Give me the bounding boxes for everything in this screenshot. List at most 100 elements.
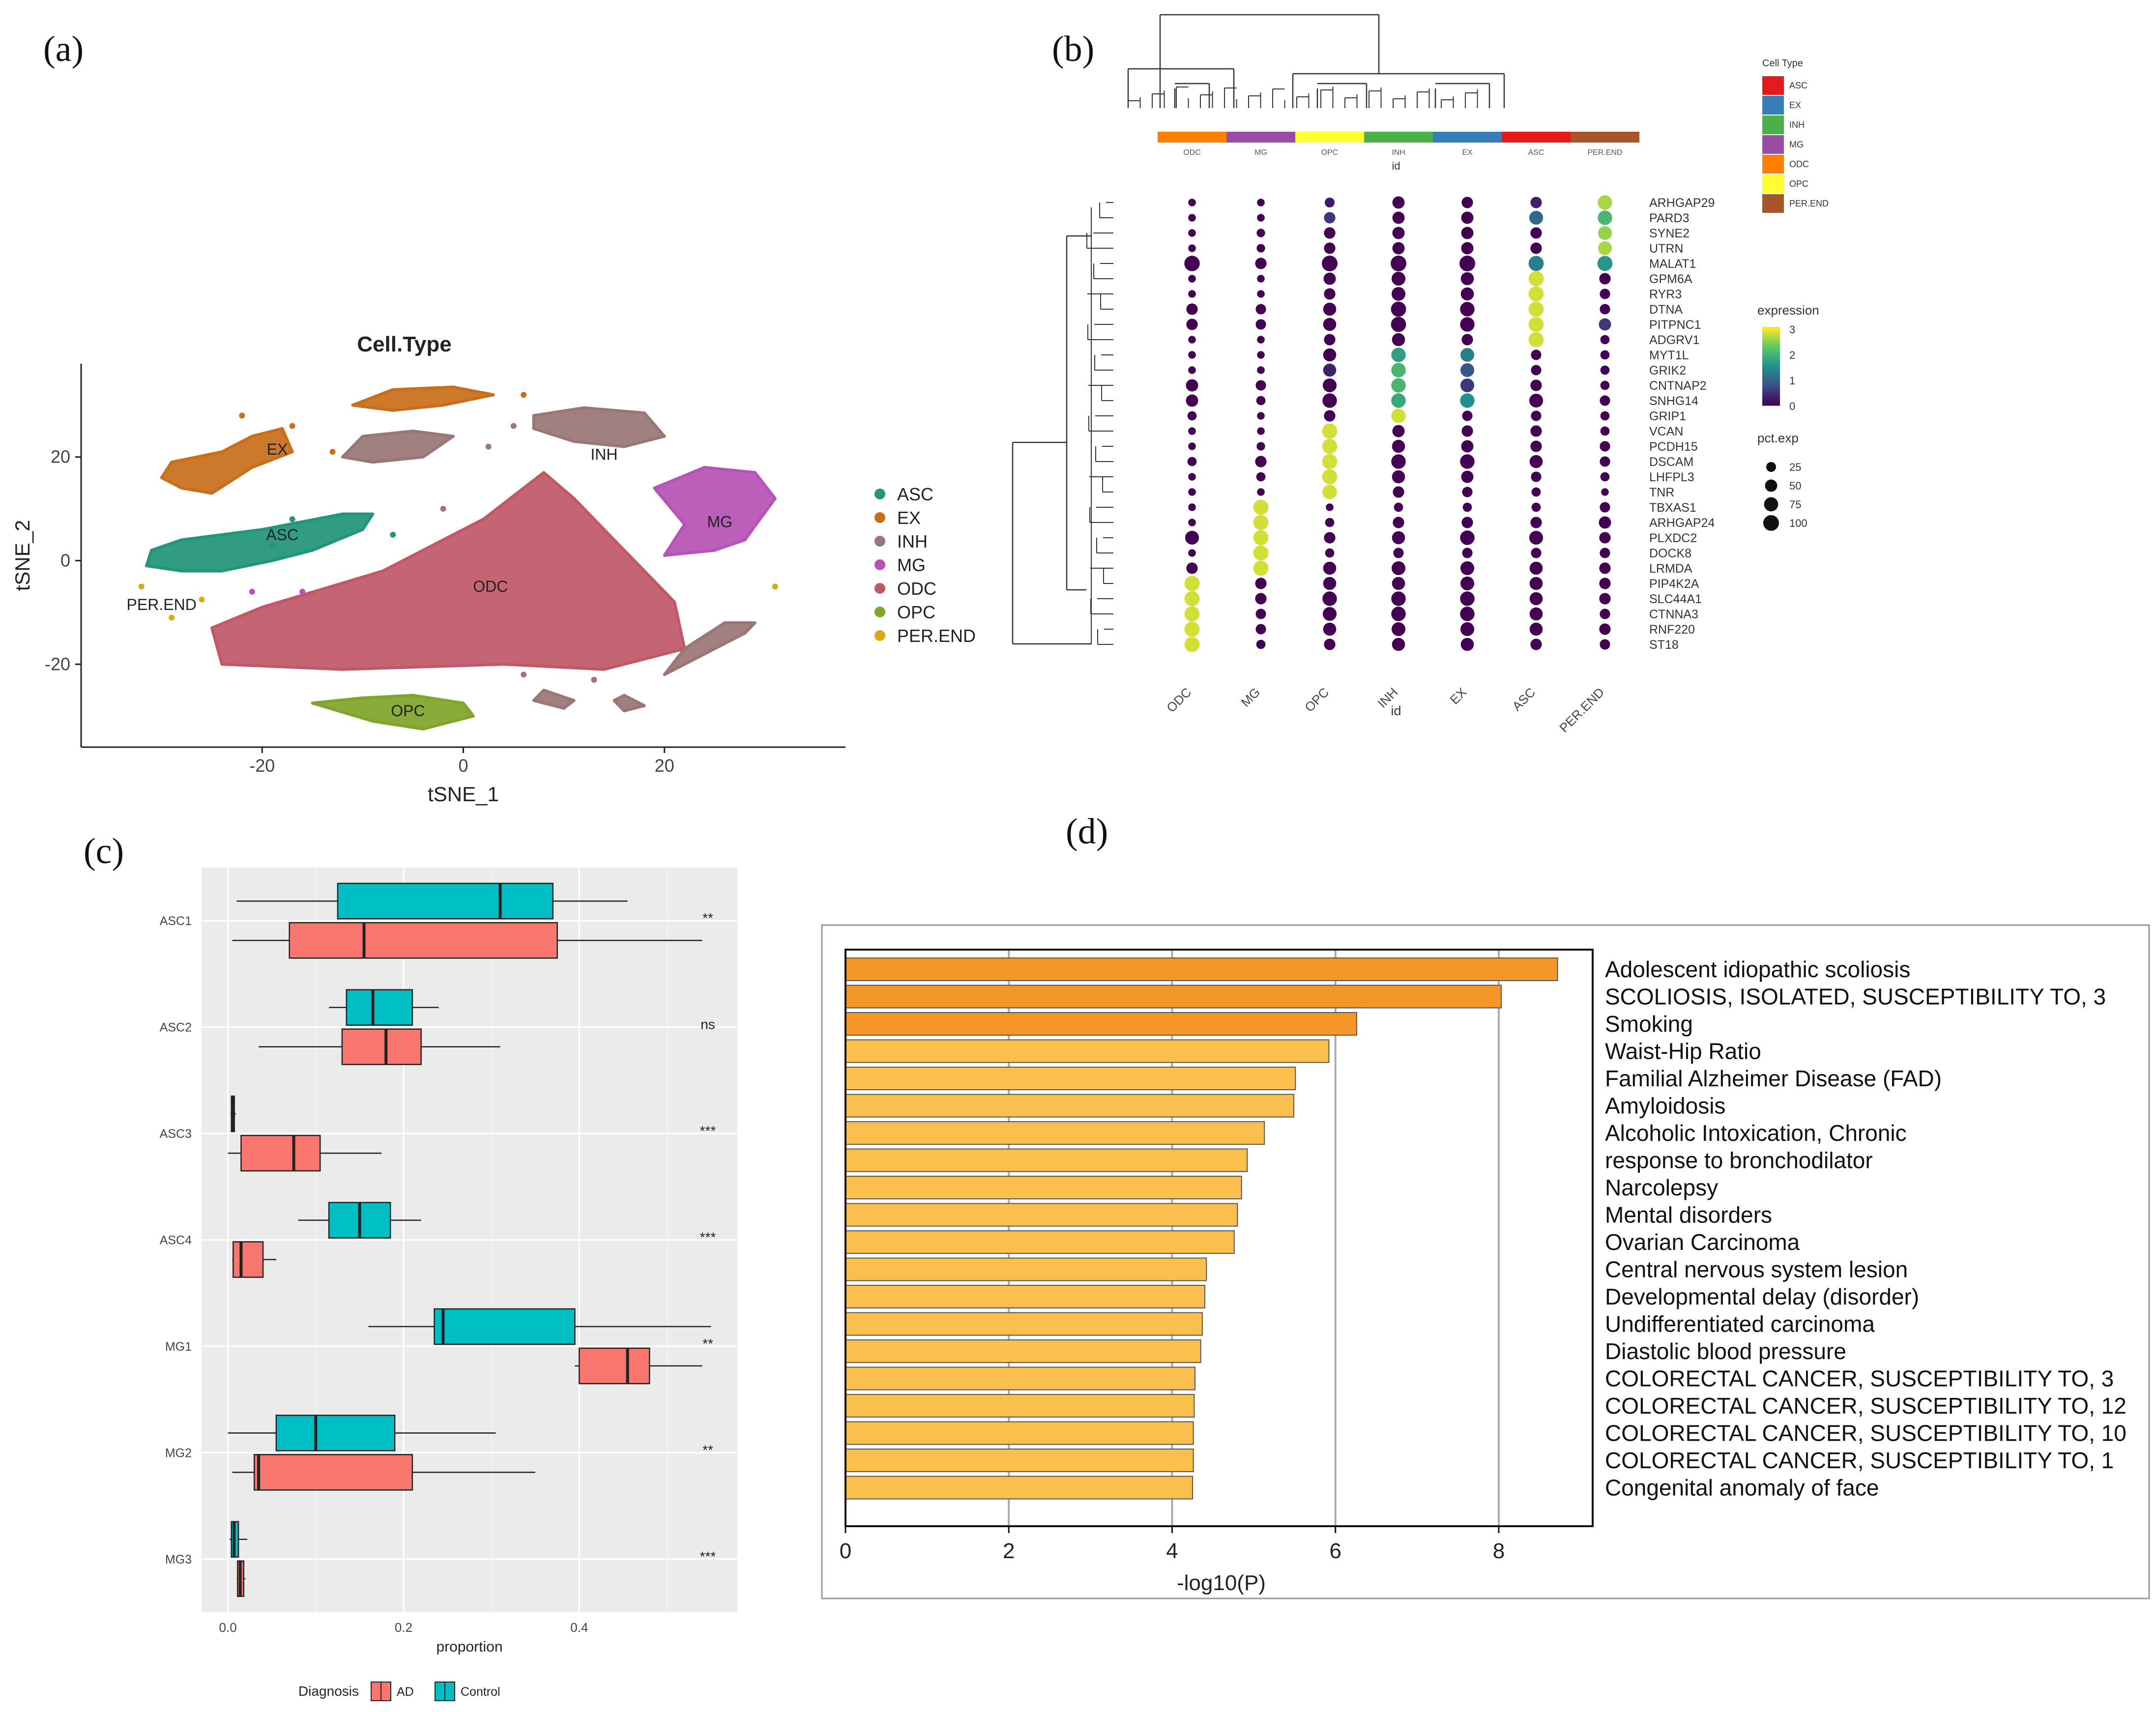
x-tick-label: PER.END — [1556, 685, 1607, 735]
y-tick-label: MG3 — [165, 1553, 192, 1567]
cluster-asc — [145, 512, 375, 573]
dot-snhg14-per-end — [1600, 395, 1610, 406]
dot-pitpnc1-per-end — [1599, 318, 1611, 331]
dot-ryr3-opc — [1324, 288, 1336, 300]
legend-label: EX — [897, 508, 921, 528]
bar-10 — [845, 1203, 1238, 1227]
legend-expression-gradient — [1762, 352, 1780, 355]
dot-dock8-mg — [1253, 545, 1269, 561]
box-ad-mg2 — [253, 1454, 413, 1491]
dot-dscam-per-end — [1600, 456, 1610, 467]
dot-pip4k2a-ex — [1460, 576, 1475, 591]
enrichment-bar-chart: Adolescent idiopathic scoliosisSCOLIOSIS… — [821, 924, 2150, 1599]
bar-1 — [845, 958, 1558, 981]
cluster-speckle — [521, 392, 527, 398]
dot-pip4k2a-asc — [1529, 577, 1543, 590]
dot-arhgap29-per-end — [1598, 195, 1612, 210]
category-label: Developmental delay (disorder) — [1605, 1284, 1919, 1309]
legend-expression-gradient — [1762, 386, 1780, 388]
dot-st18-opc — [1324, 638, 1336, 650]
x-tick-label: 0.0 — [219, 1620, 237, 1635]
x-tick-label: 8 — [1493, 1539, 1505, 1563]
dot-ctnna3-ex — [1460, 607, 1475, 621]
dot-cntnap2-opc — [1322, 378, 1337, 393]
category-label: Amyloidosis — [1605, 1093, 1725, 1119]
dot-grik2-per-end — [1600, 365, 1610, 375]
gene-label: DTNA — [1649, 303, 1683, 317]
x-tick-label: MG — [1238, 685, 1263, 710]
panel-label-a: (a) — [43, 29, 84, 69]
dot-dscam-ex — [1460, 454, 1475, 469]
legend-pct-dot — [1765, 479, 1777, 492]
dot-lrmda-odc — [1186, 562, 1198, 574]
dot-adgrv1-opc — [1324, 334, 1336, 346]
legend-expression-gradient — [1762, 356, 1780, 359]
dot-st18-per-end — [1600, 639, 1610, 650]
dot-dtna-asc — [1528, 301, 1544, 317]
dot-arhgap29-mg — [1257, 199, 1265, 206]
dot-ryr3-per-end — [1600, 289, 1610, 299]
dot-dtna-opc — [1323, 302, 1337, 316]
legend-expression-gradient — [1762, 329, 1780, 331]
legend-expression-gradient — [1762, 384, 1780, 386]
dot-cntnap2-odc — [1186, 379, 1198, 392]
x-tick-label: 0.4 — [570, 1620, 588, 1635]
legend-expression-gradient — [1762, 360, 1780, 363]
dot-tbxas1-opc — [1326, 503, 1334, 511]
dot-malat1-per-end — [1597, 256, 1613, 271]
dot-grip1-asc — [1531, 410, 1542, 421]
bar-17 — [845, 1394, 1195, 1418]
gene-label: CTNNA3 — [1649, 608, 1698, 621]
dot-cntnap2-mg — [1255, 380, 1266, 391]
bar-4 — [845, 1039, 1330, 1063]
legend-expression-gradient — [1762, 368, 1780, 371]
dot-vcan-asc — [1530, 425, 1542, 437]
gene-label: GRIK2 — [1649, 364, 1686, 377]
gene-label: ARHGAP24 — [1649, 516, 1715, 530]
dot-pitpnc1-odc — [1186, 319, 1198, 330]
legend-cell-label: OPC — [1789, 179, 1808, 189]
bar-3 — [845, 1012, 1357, 1036]
cluster-inh — [532, 406, 666, 448]
dot-cntnap2-inh — [1391, 378, 1406, 393]
legend-swatch-mg — [874, 559, 885, 570]
dot-syne2-inh — [1392, 227, 1405, 239]
dot-ryr3-ex — [1460, 287, 1474, 301]
dot-grip1-mg — [1257, 412, 1265, 420]
x-tick-label: ODC — [1164, 685, 1194, 715]
dot-lhfpl3-inh — [1392, 470, 1405, 484]
top-bar-title: id — [1392, 160, 1400, 172]
legend-expression-gradient — [1762, 354, 1780, 357]
dot-gpm6a-mg — [1257, 275, 1265, 283]
gene-label: ADGRV1 — [1649, 333, 1699, 347]
legend-label: OPC — [897, 602, 935, 622]
cluster-speckle — [772, 583, 778, 590]
dot-gpm6a-odc — [1188, 275, 1196, 283]
legend-expression-gradient — [1762, 376, 1780, 378]
cluster-speckle — [269, 542, 275, 548]
x-axis-title: tSNE_1 — [428, 783, 499, 806]
dot-rnf220-inh — [1391, 622, 1406, 637]
dot-grik2-odc — [1188, 366, 1196, 374]
gene-label: GPM6A — [1649, 272, 1692, 286]
dot-rnf220-odc — [1184, 621, 1200, 637]
top-bar-cell — [1295, 132, 1364, 143]
dot-rnf220-per-end — [1599, 623, 1611, 635]
category-label: COLORECTAL CANCER, SUSCEPTIBILITY TO, 3 — [1605, 1366, 2114, 1392]
dot-dtna-inh — [1391, 301, 1406, 317]
dot-adgrv1-ex — [1461, 334, 1473, 346]
cluster-label: ODC — [473, 578, 508, 595]
legend-expression-tick: 2 — [1789, 349, 1795, 361]
legend-cell-label: INH — [1789, 120, 1805, 130]
top-bar-label: ASC — [1528, 148, 1544, 157]
dot-dock8-ex — [1462, 548, 1473, 558]
dot-tbxas1-ex — [1462, 502, 1472, 512]
legend-expression-gradient — [1762, 380, 1780, 382]
dot-dock8-inh — [1393, 548, 1404, 558]
category-label: Familial Alzheimer Disease (FAD) — [1605, 1066, 1942, 1091]
cluster-label: INH — [590, 445, 617, 463]
category-label: Central nervous system lesion — [1605, 1257, 1908, 1282]
legend-expression-tick: 3 — [1789, 323, 1795, 336]
dot-myt1l-ex — [1460, 348, 1475, 362]
